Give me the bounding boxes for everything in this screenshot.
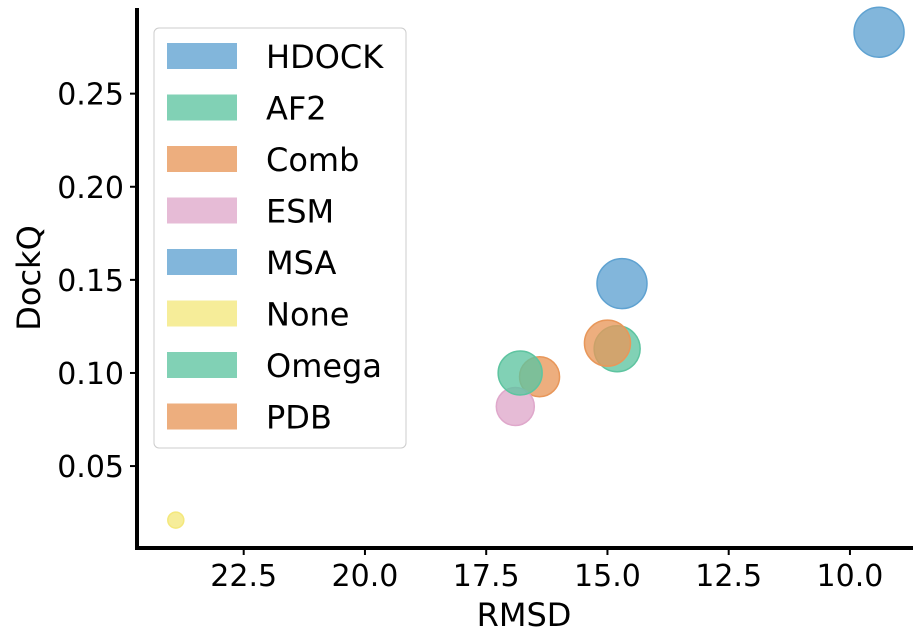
legend-swatch-pdb [167,403,237,430]
x-tick-label: 17.5 [453,559,520,594]
point-msa [596,257,648,310]
legend-label-none: None [266,296,349,334]
point-hdock [853,6,905,58]
legend-items: HDOCK AF2 Comb ESM MSA None Omega PDB [167,38,384,437]
legend-swatch-omega [167,352,237,378]
point-none [167,511,185,529]
y-ticks: 0.05 0.10 0.15 0.20 0.25 [57,78,137,485]
y-tick-label: 0.20 [57,171,124,206]
x-tick-label: 22.5 [210,559,277,594]
legend-swatch-msa [167,249,237,275]
axes-layer [135,8,913,550]
legend-frame [153,27,407,449]
legend: HDOCK AF2 Comb ESM MSA None Omega PDB [153,27,407,449]
y-tick-label: 0.15 [57,264,124,299]
y-tick-label: 0.10 [57,357,124,392]
legend-label-hdock: HDOCK [266,38,384,76]
legend-label-af2: AF2 [266,90,327,128]
legend-swatch-none [167,300,237,327]
x-tick-label: 10.0 [817,559,884,594]
legend-swatch-comb [167,146,237,172]
x-tick-label: 15.0 [574,559,641,594]
legend-swatch-af2 [167,94,237,121]
point-pdb [583,319,632,367]
points-layer [167,6,905,529]
point-omega [497,350,543,396]
legend-label-comb: Comb [266,141,359,179]
x-tick-label: 12.5 [695,559,762,594]
x-axis-label: RMSD [477,596,572,634]
y-tick-label: 0.05 [57,450,124,485]
x-tick-label: 20.0 [332,559,399,594]
legend-label-esm: ESM [266,193,334,231]
x-ticks: 22.5 20.0 17.5 15.0 12.5 10.0 [210,548,883,594]
legend-swatch-hdock [167,43,237,69]
y-tick-label: 0.25 [57,78,124,113]
legend-label-pdb: PDB [266,399,332,437]
legend-label-omega: Omega [266,347,382,385]
y-axis-label: DockQ [10,225,48,331]
legend-label-msa: MSA [266,244,337,282]
legend-swatch-esm [167,197,237,224]
